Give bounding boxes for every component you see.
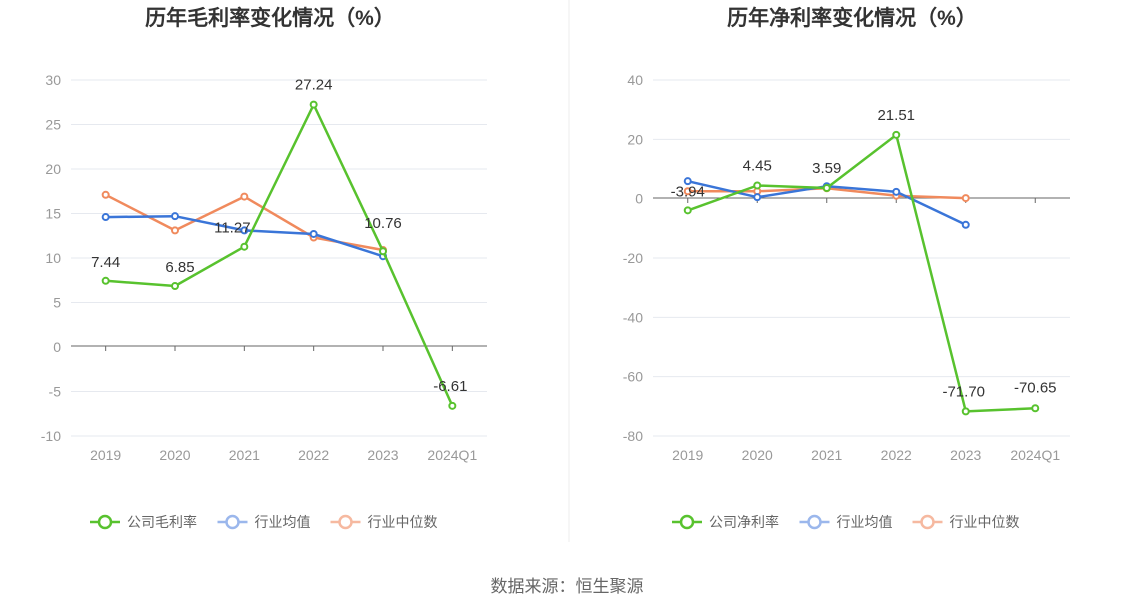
legend-item-2: 行业中位数 xyxy=(330,514,438,530)
chart-title: 历年毛利率变化情况（%） xyxy=(145,6,395,30)
y-tick-label: -80 xyxy=(623,428,643,444)
x-tick-label: 2022 xyxy=(881,447,912,463)
x-tick-label: 2020 xyxy=(742,447,773,463)
y-tick-label: 0 xyxy=(53,339,61,355)
legend-swatch-marker xyxy=(225,514,240,530)
x-tick-label: 2023 xyxy=(950,447,981,463)
data-point xyxy=(240,226,249,235)
chart-panel-1: 历年毛利率变化情况（%） 30 25 20 15 10 5 0 -5 -10 2019 2020 202… xyxy=(41,6,487,530)
legend-label: 行业中位数 xyxy=(950,514,1020,530)
legend-label: 公司净利率 xyxy=(709,514,779,530)
data-point xyxy=(822,184,831,193)
y-tick-label: 30 xyxy=(45,72,61,88)
x-tick-label: 2021 xyxy=(811,447,842,463)
data-point xyxy=(961,407,970,416)
data-point xyxy=(240,242,249,251)
data-point xyxy=(753,181,762,190)
legend-item-1: 行业均值 xyxy=(799,514,893,530)
data-label: 27.24 xyxy=(295,77,333,94)
legend-label: 公司毛利率 xyxy=(127,514,197,530)
chart-panel-2: 历年净利率变化情况（%） 40 20 0 -20 -40 -60 -80 2019 2020 202… xyxy=(623,6,1070,530)
data-label: 21.51 xyxy=(877,107,915,124)
data-point xyxy=(101,276,110,285)
data-point xyxy=(683,206,692,215)
legend-swatch-marker xyxy=(97,514,113,530)
y-tick-label: 20 xyxy=(45,161,61,177)
legend-label: 行业均值 xyxy=(255,514,311,530)
data-point xyxy=(240,192,249,201)
data-point xyxy=(309,100,318,109)
source-note: 数据来源：恒生聚源 xyxy=(491,577,644,596)
y-tick-label: -20 xyxy=(623,250,643,266)
data-point xyxy=(309,229,318,238)
data-label: 6.85 xyxy=(165,259,194,276)
data-label: 11.27 xyxy=(214,220,250,237)
legend-item-2: 行业中位数 xyxy=(912,514,1020,530)
legend-swatch-marker xyxy=(679,514,695,530)
data-label: -3.94 xyxy=(671,183,705,200)
x-tick-label: 2021 xyxy=(229,447,260,463)
y-tick-label: 0 xyxy=(635,191,643,207)
data-label: -71.70 xyxy=(942,383,985,400)
chart-title: 历年净利率变化情况（%） xyxy=(727,6,977,30)
y-tick-label: -40 xyxy=(623,309,643,325)
y-tick-label: 25 xyxy=(45,117,61,133)
data-point xyxy=(171,212,179,221)
y-tick-label: 20 xyxy=(627,131,643,147)
x-tick-label: 2023 xyxy=(367,447,398,463)
data-point xyxy=(753,193,762,202)
data-point xyxy=(448,401,457,410)
data-point xyxy=(961,194,970,203)
legend-label: 行业均值 xyxy=(837,514,893,530)
data-point xyxy=(961,220,970,229)
data-point xyxy=(683,187,692,196)
x-tick-label: 2019 xyxy=(90,447,121,463)
data-point xyxy=(101,213,110,222)
x-tick-label: 2020 xyxy=(159,447,190,463)
data-point xyxy=(892,187,901,196)
y-tick-label: -5 xyxy=(49,384,62,400)
legend-item-0: 公司净利率 xyxy=(672,514,779,530)
legend-swatch-marker xyxy=(338,514,353,530)
x-tick-label: 2024Q1 xyxy=(1010,447,1060,463)
data-point xyxy=(171,282,179,291)
legend-label: 行业中位数 xyxy=(368,514,438,530)
data-label: -70.65 xyxy=(1014,379,1057,396)
legend-item-0: 公司毛利率 xyxy=(90,514,197,530)
data-label: 3.59 xyxy=(812,160,841,177)
legend-swatch-marker xyxy=(920,514,935,530)
series-line-0 xyxy=(687,133,1036,413)
data-point xyxy=(683,177,692,186)
legend-item-1: 行业均值 xyxy=(217,514,311,530)
data-point xyxy=(171,226,179,235)
data-point xyxy=(379,247,387,256)
x-tick-label: 2024Q1 xyxy=(427,447,477,463)
data-point xyxy=(892,130,901,139)
series-line-0 xyxy=(105,103,454,407)
data-label: 4.45 xyxy=(743,157,772,174)
y-tick-label: -60 xyxy=(623,369,643,385)
x-tick-label: 2022 xyxy=(298,447,329,463)
data-label: -6.61 xyxy=(433,378,467,395)
data-point xyxy=(101,190,110,199)
y-tick-label: -10 xyxy=(41,428,61,444)
y-tick-label: 10 xyxy=(45,250,61,266)
data-point xyxy=(1031,404,1040,413)
data-label: 10.76 xyxy=(364,215,402,232)
y-tick-label: 40 xyxy=(627,72,643,88)
legend-swatch-marker xyxy=(807,514,822,530)
x-tick-label: 2019 xyxy=(672,447,703,463)
y-tick-label: 5 xyxy=(53,295,61,311)
y-tick-label: 15 xyxy=(45,206,61,222)
data-label: 7.44 xyxy=(91,254,120,271)
